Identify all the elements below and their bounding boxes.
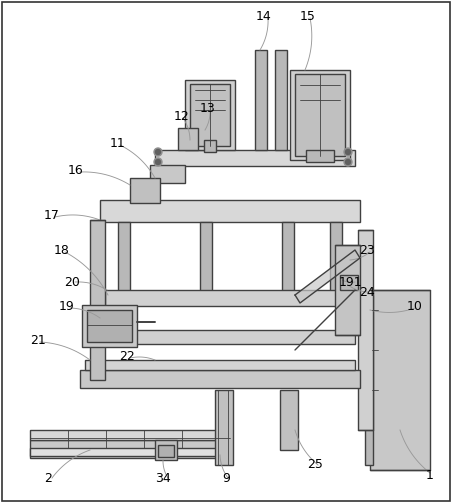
Bar [30,448,230,456]
Bar [150,165,184,183]
Text: 18: 18 [54,243,70,257]
Bar [184,80,235,150]
Bar [178,128,198,150]
Bar [87,310,132,342]
Circle shape [345,149,350,154]
Text: 10: 10 [406,300,422,313]
Bar [118,222,130,302]
Text: 34: 34 [155,472,170,485]
Bar [254,50,267,150]
Bar [85,360,354,370]
Bar [80,370,359,388]
Circle shape [343,148,351,156]
Text: 23: 23 [359,243,374,257]
Bar [215,390,232,465]
Circle shape [154,148,161,156]
Bar [30,430,230,440]
Bar [357,230,372,430]
Text: 24: 24 [359,286,374,298]
Text: 19: 19 [59,300,75,313]
Text: 16: 16 [68,163,84,177]
Bar [369,290,429,470]
Text: 11: 11 [110,136,125,149]
Bar [290,70,349,160]
Text: 191: 191 [337,276,361,289]
Circle shape [343,158,351,166]
Bar [305,150,333,162]
Bar [155,440,177,460]
Bar [274,50,286,150]
Text: 2: 2 [44,472,52,485]
Bar [295,74,344,156]
Text: 22: 22 [119,351,134,364]
Bar [100,200,359,222]
Bar [199,222,212,302]
Text: 14: 14 [256,10,271,23]
Bar [82,305,137,347]
Text: 12: 12 [174,110,189,123]
Bar [334,245,359,335]
Text: 1: 1 [425,469,433,482]
Text: 21: 21 [30,334,46,348]
Bar [203,140,216,152]
Circle shape [154,158,161,166]
Bar [30,440,230,458]
Bar [364,295,372,465]
Text: 25: 25 [306,459,322,471]
Bar [339,275,357,290]
Text: 20: 20 [64,276,80,289]
Text: 15: 15 [299,10,315,23]
Bar [130,178,160,203]
Circle shape [155,149,160,154]
Bar [189,84,230,146]
Bar [105,330,354,344]
Text: 17: 17 [44,209,60,221]
Bar [158,445,174,457]
Text: 13: 13 [200,102,216,115]
Bar [281,222,293,302]
Bar [279,390,297,450]
Bar [329,222,341,302]
Polygon shape [295,250,359,303]
Bar [90,220,105,380]
Circle shape [345,159,350,164]
Bar [155,150,354,166]
Circle shape [155,159,160,164]
Bar [105,290,354,306]
Text: 9: 9 [221,472,230,485]
